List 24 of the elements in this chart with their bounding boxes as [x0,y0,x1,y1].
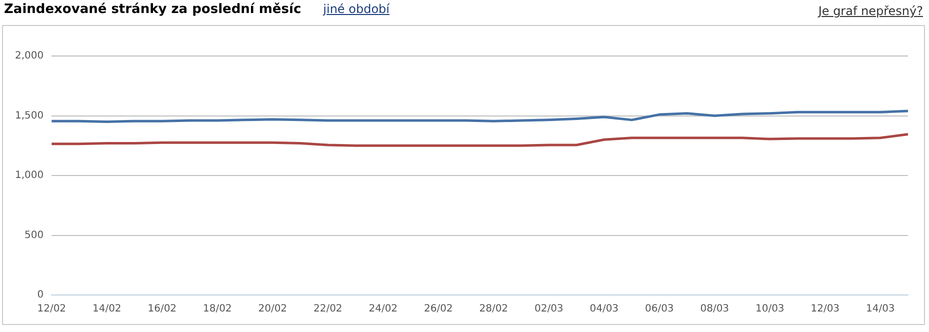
chart-title: Zaindexované stránky za poslední měsíc [4,2,302,17]
y-tick-label: 2,000 [14,50,44,62]
x-tick-label: 02/03 [534,304,564,315]
x-tick-label: 18/02 [202,304,232,315]
x-tick-label: 14/02 [92,304,122,315]
x-tick-label: 08/03 [700,304,730,315]
x-tick-label: 28/02 [479,304,508,315]
text: Je graf nepřesný? [818,4,923,18]
x-tick-label: 26/02 [424,304,453,315]
y-tick-label: 0 [37,290,44,301]
y-tick-label: 500 [24,230,44,241]
x-tick-label: 14/03 [866,304,895,315]
x-tick-label: 24/02 [368,304,398,315]
x-tick-label: 20/02 [258,304,288,315]
x-tick-label: 22/02 [313,304,342,315]
x-tick-label: 06/03 [644,304,674,315]
x-tick-label: 10/03 [755,304,784,315]
x-tick-label: 12/03 [810,304,840,315]
x-tick-label: 04/03 [590,304,619,315]
text: jiné období [323,2,390,16]
x-tick-label: 16/02 [148,304,177,315]
y-tick-label: 1,000 [14,170,44,182]
y-tick-label: 1,500 [14,110,44,122]
x-tick-label: 12/02 [37,304,66,315]
